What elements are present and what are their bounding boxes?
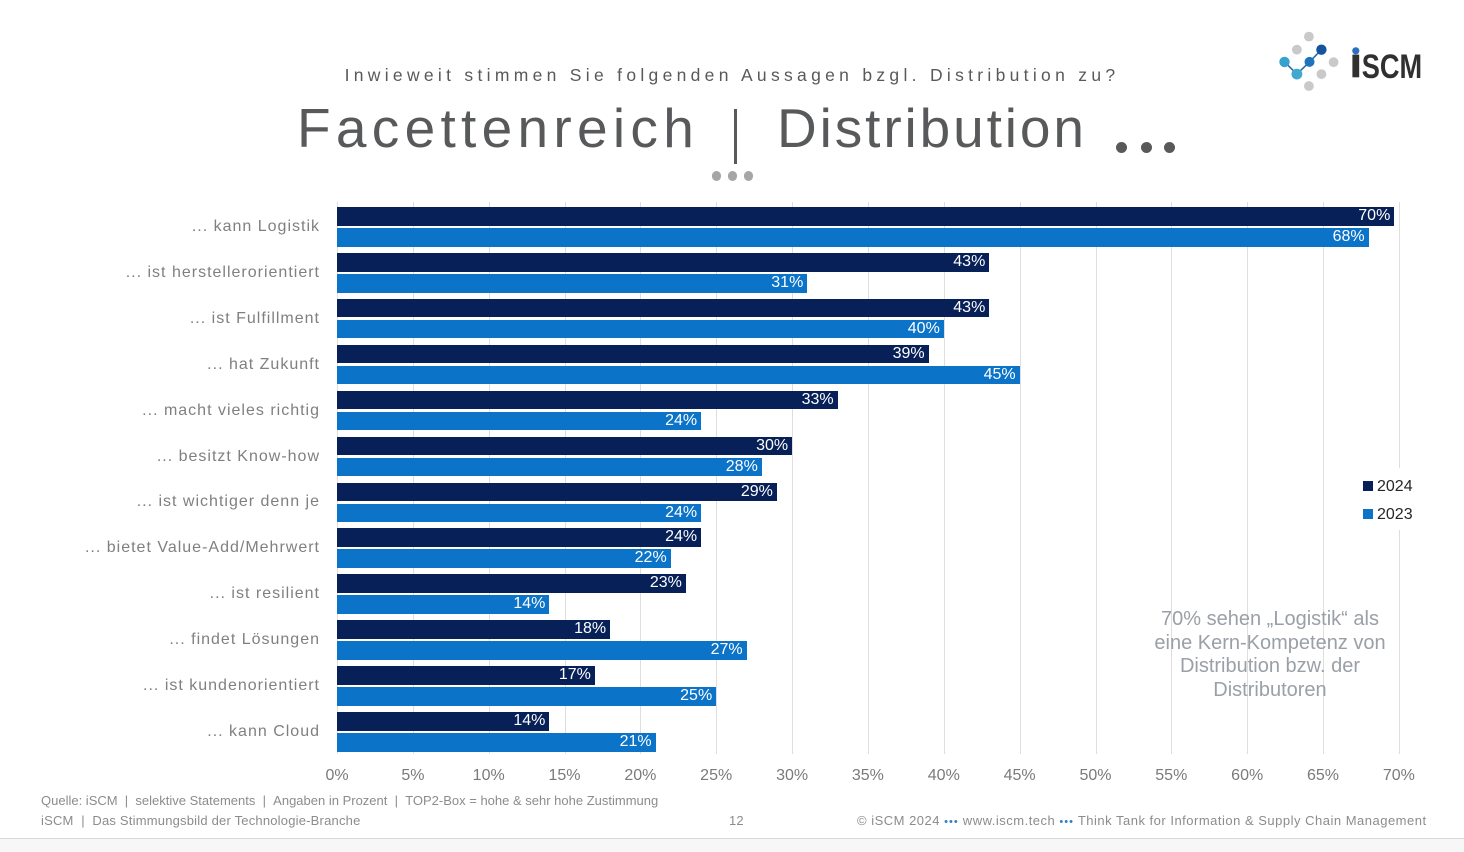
svg-text:SCM: SCM: [1362, 48, 1422, 86]
